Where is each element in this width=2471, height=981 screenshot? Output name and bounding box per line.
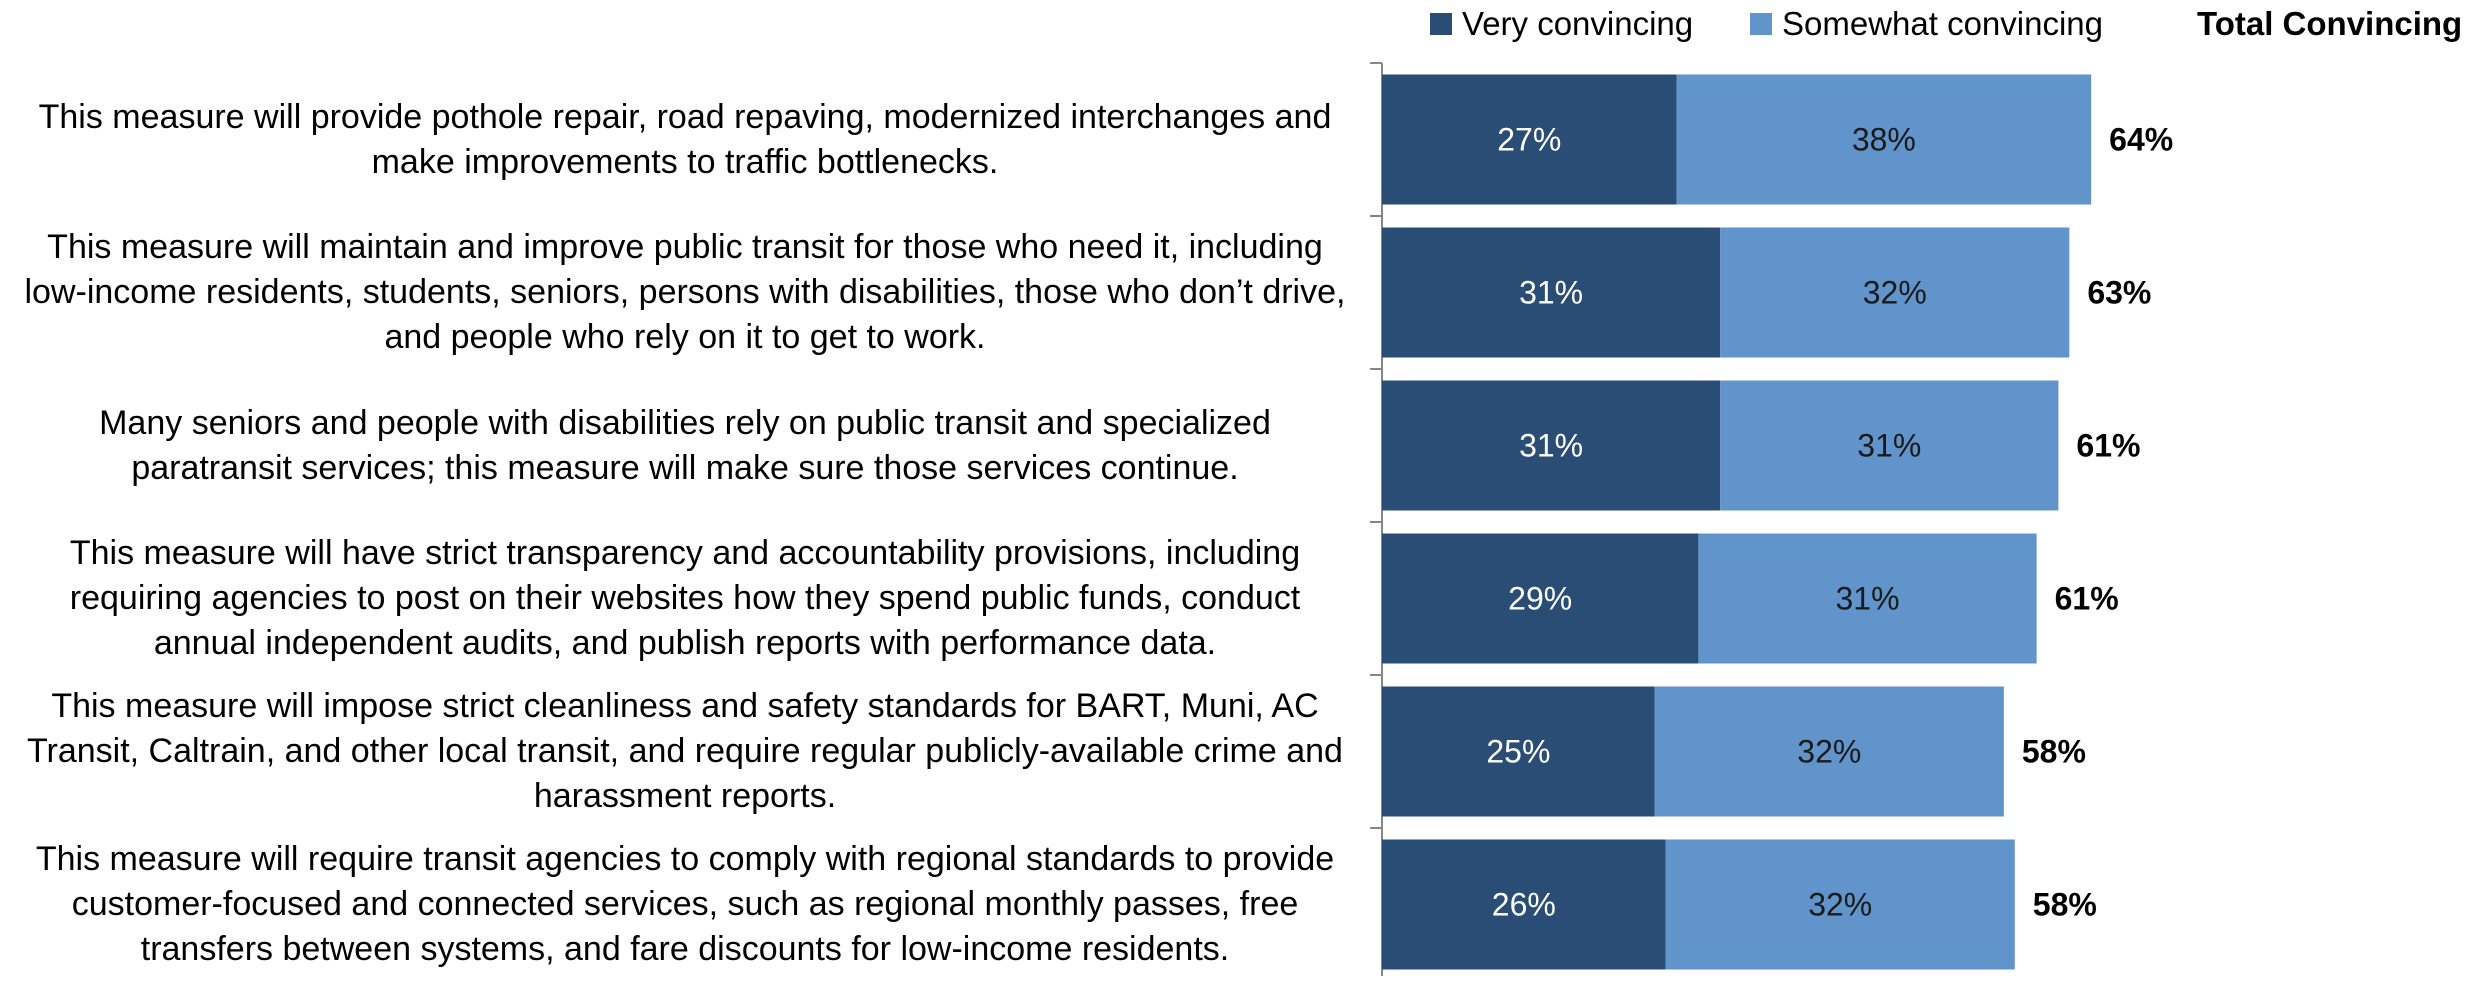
legend-very-convincing: Very convincing (1430, 4, 1693, 44)
data-label-very-convincing-6: 26% (1492, 887, 1556, 923)
bar-very-convincing-3 (1382, 380, 1721, 511)
data-label-very-convincing-5: 25% (1486, 734, 1550, 770)
bar-somewhat-convincing-6 (1665, 839, 2015, 970)
data-label-very-convincing-2: 31% (1519, 275, 1583, 311)
legend-swatch-very-convincing (1430, 13, 1452, 35)
data-label-somewhat-convincing-1: 38% (1852, 122, 1916, 158)
bar-somewhat-convincing-1 (1676, 74, 2092, 205)
total-label-6: 58% (2033, 887, 2097, 923)
total-label-3: 61% (2076, 428, 2140, 464)
category-label-1: This measure will provide pothole repair… (38, 97, 1332, 181)
data-label-somewhat-convincing-4: 31% (1835, 581, 1899, 617)
data-label-somewhat-convincing-3: 31% (1857, 428, 1921, 464)
category-label-5: This measure will impose strict cleanlin… (27, 687, 1343, 815)
bar-very-convincing-5 (1382, 686, 1655, 817)
legend-swatch-somewhat-convincing (1750, 13, 1772, 35)
bar-somewhat-convincing-4 (1698, 533, 2037, 664)
data-label-very-convincing-1: 27% (1497, 122, 1561, 158)
total-convincing-header: Total Convincing (2197, 5, 2463, 42)
total-label-2: 63% (2087, 275, 2151, 311)
category-label-4: This measure will have strict transparen… (69, 534, 1301, 662)
bar-very-convincing-1 (1382, 74, 1677, 205)
legend-label-very-convincing: Very convincing (1462, 5, 1694, 42)
data-label-very-convincing-3: 31% (1519, 428, 1583, 464)
category-label-3: Many seniors and people with disabilitie… (99, 403, 1271, 487)
category-label-2: This measure will maintain and improve p… (24, 228, 1346, 356)
bar-very-convincing-2 (1382, 227, 1721, 358)
total-label-4: 61% (2055, 581, 2119, 617)
bar-very-convincing-4 (1382, 533, 1699, 664)
legend-somewhat-convincing: Somewhat convincing (1750, 4, 2103, 44)
data-label-very-convincing-4: 29% (1508, 581, 1572, 617)
total-label-1: 64% (2109, 122, 2173, 158)
legend-label-somewhat-convincing: Somewhat convincing (1782, 5, 2104, 42)
total-label-5: 58% (2022, 734, 2086, 770)
bar-somewhat-convincing-5 (1654, 686, 2004, 817)
bar-very-convincing-6 (1382, 839, 1666, 970)
data-label-somewhat-convincing-2: 32% (1863, 275, 1927, 311)
category-label-6: This measure will require transit agenci… (35, 840, 1335, 968)
bar-somewhat-convincing-3 (1720, 380, 2059, 511)
data-label-somewhat-convincing-6: 32% (1808, 887, 1872, 923)
bar-somewhat-convincing-2 (1720, 227, 2070, 358)
data-label-somewhat-convincing-5: 32% (1797, 734, 1861, 770)
